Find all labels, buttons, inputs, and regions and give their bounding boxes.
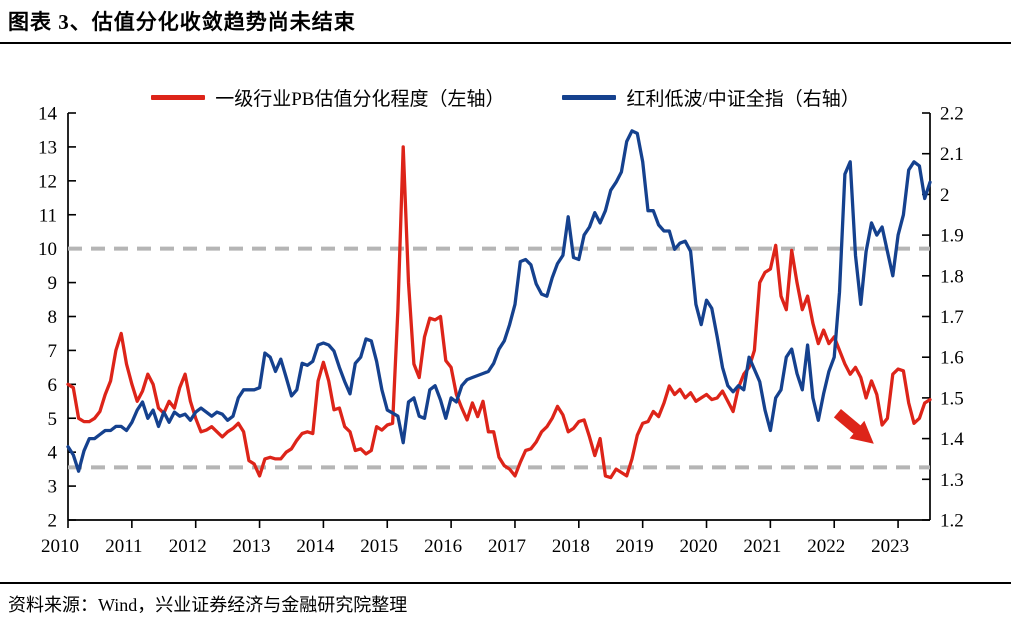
right-axis-tick-label: 1.2 <box>940 511 964 532</box>
x-axis-year-label: 2021 <box>743 536 781 557</box>
blue-series-line <box>66 129 932 473</box>
left-axis-tick-label: 3 <box>48 477 58 498</box>
left-axis-tick-label: 2 <box>48 511 58 532</box>
bottom-divider <box>0 582 1011 584</box>
left-axis-tick-label: 7 <box>48 341 58 362</box>
x-axis-year-label: 2010 <box>41 536 79 557</box>
left-axis-tick-label: 4 <box>48 443 58 464</box>
legend-label-red: 一级行业PB估值分化程度（左轴） <box>215 89 505 110</box>
chart-title: 图表 3、估值分化收敛趋势尚未结束 <box>8 10 356 34</box>
left-axis-tick-label: 9 <box>48 273 58 294</box>
left-axis-tick-label: 13 <box>38 137 57 158</box>
chart-legend: 一级行业PB估值分化程度（左轴） 红利低波/中证全指（右轴） <box>0 84 1011 111</box>
left-axis-tick-label: 5 <box>48 409 58 430</box>
left-axis-tick-label: 14 <box>38 104 58 125</box>
source-note: 资料来源：Wind，兴业证券经济与金融研究院整理 <box>8 595 408 615</box>
right-axis-tick-label: 1.6 <box>940 348 964 369</box>
x-axis-year-label: 2018 <box>552 536 590 557</box>
down-arrow-annotation <box>833 408 874 444</box>
x-axis-year-label: 2015 <box>360 536 398 557</box>
x-axis-year-label: 2020 <box>680 536 718 557</box>
right-axis-tick-label: 1.4 <box>940 429 964 450</box>
left-axis-tick-label: 12 <box>38 171 57 192</box>
blue-line-swatch <box>562 95 617 100</box>
right-axis-tick-label: 1.5 <box>940 388 964 409</box>
top-divider <box>0 42 1011 44</box>
red-line-swatch <box>151 95 206 100</box>
right-axis-tick-label: 1.3 <box>940 470 964 491</box>
x-axis-year-label: 2012 <box>169 536 207 557</box>
legend-item-red-series: 一级行业PB估值分化程度（左轴） <box>151 84 504 111</box>
right-axis-tick-label: 1.7 <box>940 307 964 328</box>
right-axis-tick-label: 2.1 <box>940 144 964 165</box>
x-axis-year-label: 2022 <box>807 536 845 557</box>
right-axis-tick-label: 1.9 <box>940 226 964 247</box>
legend-label-blue: 红利低波/中证全指（右轴） <box>626 89 860 110</box>
x-axis-year-label: 2016 <box>424 536 462 557</box>
left-axis-tick-label: 8 <box>48 307 58 328</box>
x-axis-year-label: 2013 <box>233 536 271 557</box>
red-series-line <box>66 145 932 480</box>
x-axis-year-label: 2011 <box>105 536 142 557</box>
left-axis-tick-label: 10 <box>38 239 57 260</box>
left-axis-tick-label: 6 <box>48 375 58 396</box>
right-axis-tick-label: 1.8 <box>940 266 964 287</box>
x-axis-year-label: 2019 <box>616 536 654 557</box>
legend-item-blue-series: 红利低波/中证全指（右轴） <box>562 84 860 111</box>
right-axis-tick-label: 2.2 <box>940 104 964 125</box>
x-axis-year-label: 2017 <box>488 536 526 557</box>
x-axis-year-label: 2023 <box>871 536 909 557</box>
left-axis-tick-label: 11 <box>39 205 57 226</box>
x-axis-year-label: 2014 <box>296 536 335 557</box>
right-axis-tick-label: 2 <box>940 185 950 206</box>
